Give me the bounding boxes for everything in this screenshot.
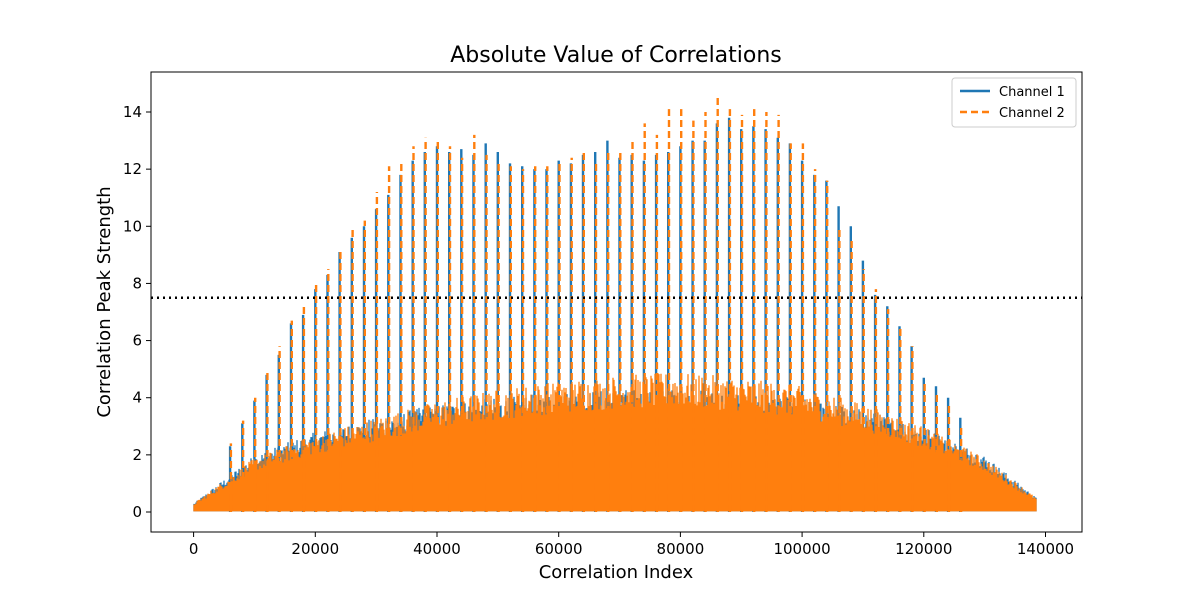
- plot-area: [193, 94, 1037, 512]
- legend-label-channel-1: Channel 1: [999, 85, 1065, 100]
- x-tick-label: 20000: [291, 540, 339, 558]
- x-tick-label: 100000: [773, 540, 830, 558]
- y-tick-label: 4: [132, 389, 142, 407]
- y-tick-label: 14: [123, 103, 142, 121]
- y-tick-label: 6: [132, 332, 142, 350]
- chart-title: Absolute Value of Correlations: [450, 43, 782, 68]
- series-2: [193, 94, 1037, 512]
- y-tick-label: 12: [123, 160, 142, 178]
- y-tick-label: 10: [123, 217, 142, 235]
- y-tick-label: 2: [132, 446, 142, 464]
- y-tick-label: 0: [132, 503, 142, 521]
- x-tick-label: 140000: [1017, 540, 1074, 558]
- legend: Channel 1 Channel 2: [951, 77, 1077, 128]
- x-axis-ticks: 0 20000 40000 60000 80000 100000 120000 140000: [189, 532, 1074, 558]
- y-tick-label: 8: [132, 274, 142, 292]
- x-tick-label: 60000: [535, 540, 583, 558]
- x-tick-label: 80000: [657, 540, 705, 558]
- y-axis-label: Correlation Peak Strength: [94, 186, 115, 417]
- x-tick-label: 40000: [413, 540, 461, 558]
- y-axis-ticks: 0 2 4 6 8 10 12 14: [123, 103, 151, 521]
- x-axis-label: Correlation Index: [539, 562, 694, 583]
- legend-label-channel-2: Channel 2: [999, 106, 1065, 121]
- plot-frame: [150, 71, 1083, 533]
- x-tick-label: 0: [189, 540, 199, 558]
- x-tick-label: 120000: [895, 540, 952, 558]
